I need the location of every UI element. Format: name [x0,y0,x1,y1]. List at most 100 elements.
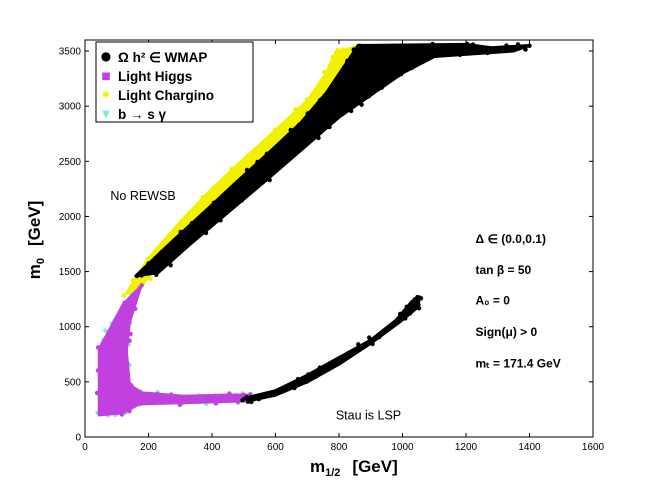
legend-symbol-wmap: ● [101,49,111,63]
data-point-wmap [176,248,182,254]
data-point-wmap [235,179,240,185]
data-point-wmap [386,325,391,330]
data-point-chargino [321,69,327,75]
legend-label-chargino: Light Chargino [118,88,214,103]
data-point-higgs [127,338,132,343]
data-point-higgs [191,399,196,404]
legend-box [95,41,254,123]
data-point-wmap [167,242,173,248]
x-tick-label: 1200 [455,442,478,453]
data-point-chargino [158,244,163,249]
data-point-wmap [338,355,343,360]
data-point-higgs [137,401,142,406]
data-point-higgs [111,321,117,326]
data-point-higgs [128,331,133,337]
data-point-wmap [134,273,140,279]
data-point-chargino [335,47,341,53]
data-point-wmap [223,190,228,196]
data-point-higgs [152,399,157,405]
data-point-chargino [229,166,234,171]
data-point-wmap [504,43,509,48]
data-point-higgs [132,299,138,304]
data-point-wmap [515,42,521,47]
y-tick-label: 1000 [59,322,82,333]
data-point-wmap [317,365,323,370]
data-point-wmap [316,135,321,141]
data-point-chargino [145,257,150,262]
data-point-wmap [370,341,375,347]
data-point-wmap [255,159,260,165]
annotation-region: Stau is LSP [336,408,401,422]
annotation-param: mₜ = 171.4 GeV [476,357,561,371]
y-tick-label: 2000 [59,212,82,223]
data-point-wmap [256,397,261,402]
data-point-wmap [168,263,173,268]
data-point-wmap [397,311,403,317]
data-point-wmap [346,353,351,358]
data-point-higgs [139,392,145,397]
data-point-wmap [345,58,350,64]
data-point-chargino [285,117,291,122]
data-point-wmap [410,300,415,305]
data-point-wmap [485,50,490,56]
data-point-wmap [328,361,333,367]
y-axis-title: m0 [GeV] [25,201,47,280]
data-point-higgs [205,397,210,402]
data-point-wmap [313,374,318,380]
data-point-higgs [197,395,203,401]
data-point-wmap [189,221,195,226]
legend-label-higgs: Light Higgs [118,69,192,84]
data-point-higgs [95,368,101,373]
data-point-chargino [179,218,184,223]
legend-symbol-higgs: ■ [101,71,110,82]
y-tick-label: 2500 [59,157,82,168]
data-point-chargino [265,139,270,144]
data-point-chargino [272,127,278,132]
svg-text:m1/2[GeV]: m1/2 [GeV] [310,457,398,479]
data-point-wmap [398,72,404,77]
x-tick-label: 1000 [391,442,414,453]
data-point-wmap [349,108,354,114]
data-point-wmap [227,207,232,212]
data-point-chargino [210,186,216,191]
data-point-higgs [213,401,219,406]
data-point-wmap [267,177,272,183]
data-point-higgs [231,394,236,399]
data-point-higgs [129,295,134,300]
data-point-wmap [523,47,528,52]
data-point-wmap [282,387,287,393]
data-point-chargino [148,276,153,282]
data-point-chargino [304,97,310,102]
data-point-higgs [107,329,112,334]
data-point-wmap [159,250,164,255]
data-point-wmap [305,111,310,116]
data-point-wmap [416,306,422,311]
data-point-wmap [296,122,302,128]
data-point-higgs [119,412,125,417]
x-tick-label: 800 [331,442,348,453]
data-point-wmap [278,141,284,146]
data-point-wmap [433,53,438,59]
data-point-wmap [516,45,521,50]
data-point-wmap [203,230,209,236]
data-point-chargino [121,293,127,298]
data-point-higgs [122,300,127,305]
data-point-higgs [169,392,174,397]
data-point-wmap [290,151,295,157]
data-point-wmap [351,47,356,52]
data-point-higgs [125,318,130,324]
data-point-wmap [302,140,308,146]
data-point-wmap [245,399,251,404]
data-point-higgs [126,299,131,304]
data-point-chargino [327,63,332,69]
data-point-wmap [306,372,311,377]
data-point-wmap [367,335,372,340]
data-point-wmap [489,47,495,52]
legend-label-bsg: b → s γ [118,107,167,122]
data-point-higgs [118,310,124,315]
data-point-wmap [388,77,393,82]
data-point-higgs [212,393,217,399]
x-axis-title-main: m [310,457,325,476]
data-point-wmap [422,57,427,62]
data-point-wmap [457,52,463,57]
